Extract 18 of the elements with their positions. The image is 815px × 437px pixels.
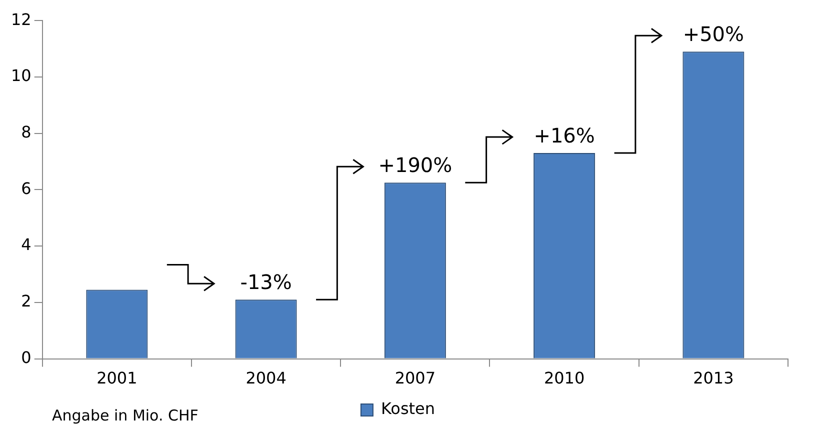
annotation: +50% (682, 22, 744, 46)
y-tick-label: 6 (21, 178, 32, 198)
text: Angabe in Mio. CHF (52, 406, 198, 424)
x-tick-label: 2004 (246, 368, 286, 388)
y-tick-label: 2 (21, 292, 32, 311)
annotation: +190% (378, 152, 452, 177)
legend-label: Kosten (380, 399, 436, 418)
annotation: +16% (534, 123, 595, 148)
x-tick-label: 2001 (96, 368, 138, 388)
y-tick-label: 0 (21, 348, 32, 367)
x-tick-label: 2010 (544, 368, 585, 388)
y-tick-label: 8 (21, 122, 32, 142)
y-tick-label: 12 (11, 10, 32, 29)
annotation: -13% (240, 270, 292, 294)
y-tick-label: 10 (11, 66, 32, 86)
y-tick-label: 4 (21, 235, 32, 254)
x-tick-label: 2013 (693, 368, 734, 388)
x-tick-label: 2007 (394, 368, 436, 388)
